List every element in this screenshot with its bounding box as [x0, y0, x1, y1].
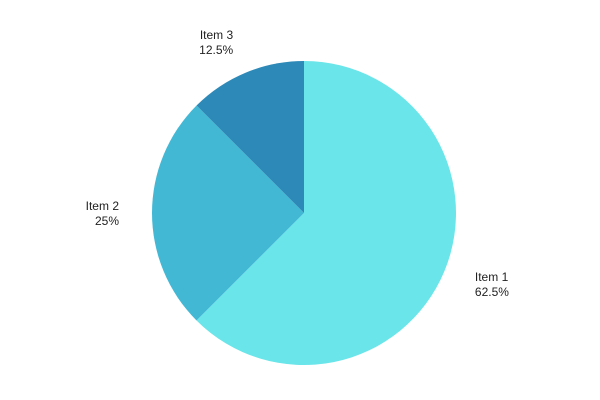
pie-slice-2: [152, 105, 304, 321]
slices-layer: [152, 61, 457, 365]
labels-layer: Item 162.5% Item 225% Item 312.5%: [86, 28, 510, 299]
slice-label-1: Item 1: [475, 270, 509, 284]
slice-percent-1: 62.5%: [475, 285, 509, 299]
slice-percent-3: 12.5%: [199, 43, 233, 57]
slice-percent-2: 25%: [95, 214, 119, 228]
slice-label-3: Item 3: [200, 28, 234, 42]
slice-label-2: Item 2: [86, 199, 120, 213]
pie-slice-3: [196, 61, 304, 213]
pie-slice-1: [196, 61, 457, 365]
